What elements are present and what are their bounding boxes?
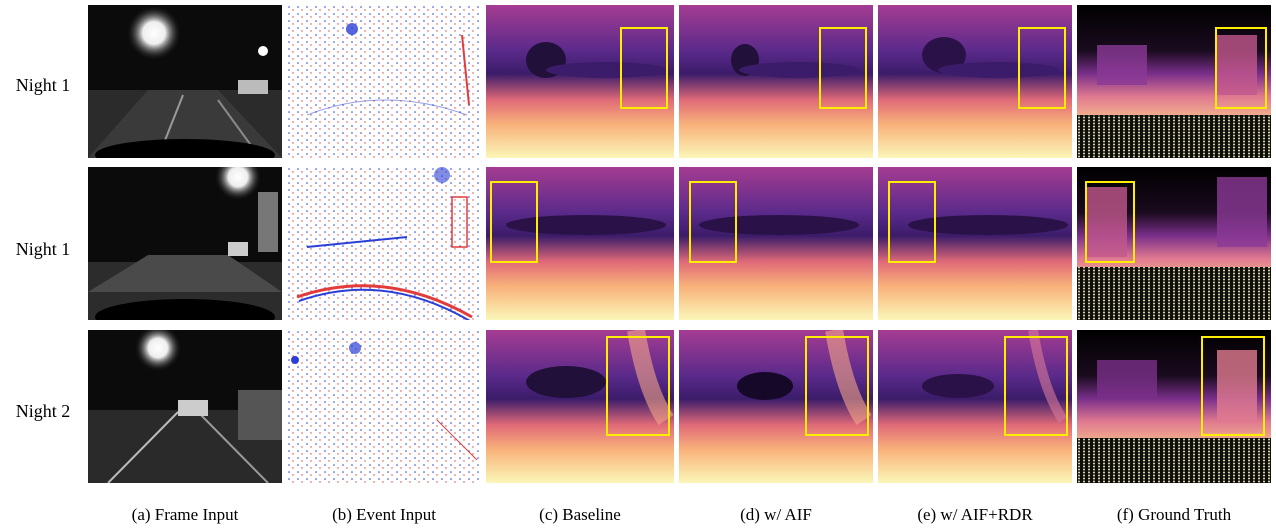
highlight-box	[1215, 27, 1267, 109]
row-label-1: Night 1	[15, 75, 71, 95]
aif-rdr-depth-row2	[878, 167, 1072, 320]
caption-frame-input: (a) Frame Input	[131, 505, 239, 524]
aif-depth-row2	[679, 167, 873, 320]
caption-baseline: (c) Baseline	[539, 505, 621, 524]
ground-truth-row2	[1077, 167, 1271, 320]
aif-depth-row3	[679, 330, 873, 483]
aif-depth-row1	[679, 5, 873, 158]
caption-event-input: (b) Event Input	[332, 505, 436, 524]
ground-truth-row1	[1077, 5, 1271, 158]
baseline-depth-row1	[486, 5, 674, 158]
caption-aif: (d) w/ AIF	[740, 505, 812, 524]
highlight-box	[1085, 181, 1135, 263]
row-label-2: Night 1	[15, 239, 71, 259]
highlight-box	[888, 181, 936, 263]
highlight-box	[1018, 27, 1066, 109]
frame-input-row1	[88, 5, 282, 158]
row-label-3: Night 2	[15, 401, 71, 421]
ground-truth-row3	[1077, 330, 1271, 483]
caption-ground-truth: (f) Ground Truth	[1116, 505, 1232, 524]
highlight-box	[805, 336, 869, 436]
aif-rdr-depth-row3	[878, 330, 1072, 483]
frame-input-row3	[88, 330, 282, 483]
baseline-depth-row3	[486, 330, 674, 483]
event-input-row1	[287, 5, 481, 158]
highlight-box	[490, 181, 538, 263]
baseline-depth-row2	[486, 167, 674, 320]
highlight-box	[1004, 336, 1068, 436]
caption-aif-rdr: (e) w/ AIF+RDR	[917, 505, 1033, 524]
highlight-box	[819, 27, 867, 109]
aif-rdr-depth-row1	[878, 5, 1072, 158]
event-input-row3	[287, 330, 481, 483]
highlight-box	[606, 336, 670, 436]
frame-input-row2	[88, 167, 282, 320]
highlight-box	[1201, 336, 1265, 436]
event-input-row2	[287, 167, 481, 320]
highlight-box	[620, 27, 668, 109]
highlight-box	[689, 181, 737, 263]
